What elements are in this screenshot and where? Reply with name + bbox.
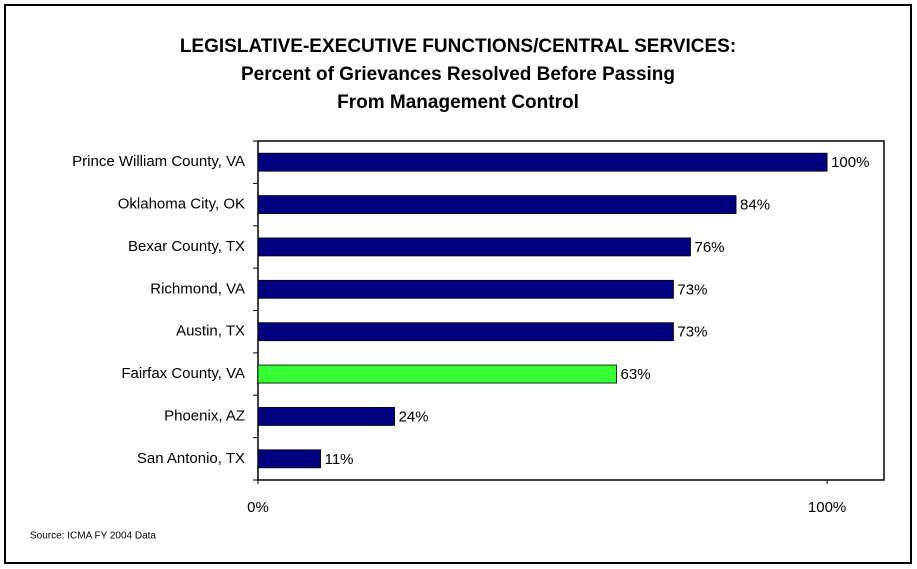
chart-title: LEGISLATIVE-EXECUTIVE FUNCTIONS/CENTRAL … — [180, 36, 736, 57]
y-tick-label: Fairfax County, VA — [121, 365, 245, 382]
y-tick-label: Oklahoma City, OK — [118, 196, 245, 213]
x-tick-label: 0% — [247, 499, 269, 516]
bar — [257, 364, 617, 384]
y-tick-label: Prince William County, VA — [72, 153, 245, 170]
value-label: 76% — [695, 239, 725, 256]
value-label: 73% — [677, 281, 707, 298]
bar — [257, 152, 828, 172]
y-tick-label: Bexar County, TX — [128, 238, 245, 255]
value-label: 73% — [677, 324, 707, 341]
source-note: Source: ICMA FY 2004 Data — [30, 531, 156, 542]
value-label: 84% — [740, 197, 770, 214]
bar — [257, 237, 691, 257]
value-label: 63% — [621, 366, 651, 383]
y-tick-label: Richmond, VA — [150, 280, 245, 297]
y-tick-label: Phoenix, AZ — [164, 407, 245, 424]
value-label: 11% — [325, 451, 354, 468]
y-tick-label: Austin, TX — [176, 323, 245, 340]
value-label: 100% — [831, 154, 869, 171]
x-tick-label: 100% — [808, 499, 846, 516]
bar — [257, 279, 674, 299]
bar — [257, 407, 395, 426]
bar — [257, 322, 674, 342]
bar — [257, 195, 737, 214]
chart-title: From Management Control — [337, 92, 579, 113]
bar — [257, 449, 321, 469]
value-label: 24% — [399, 408, 429, 425]
chart-title: Percent of Grievances Resolved Before Pa… — [241, 64, 675, 85]
y-tick-label: San Antonio, TX — [137, 450, 245, 467]
